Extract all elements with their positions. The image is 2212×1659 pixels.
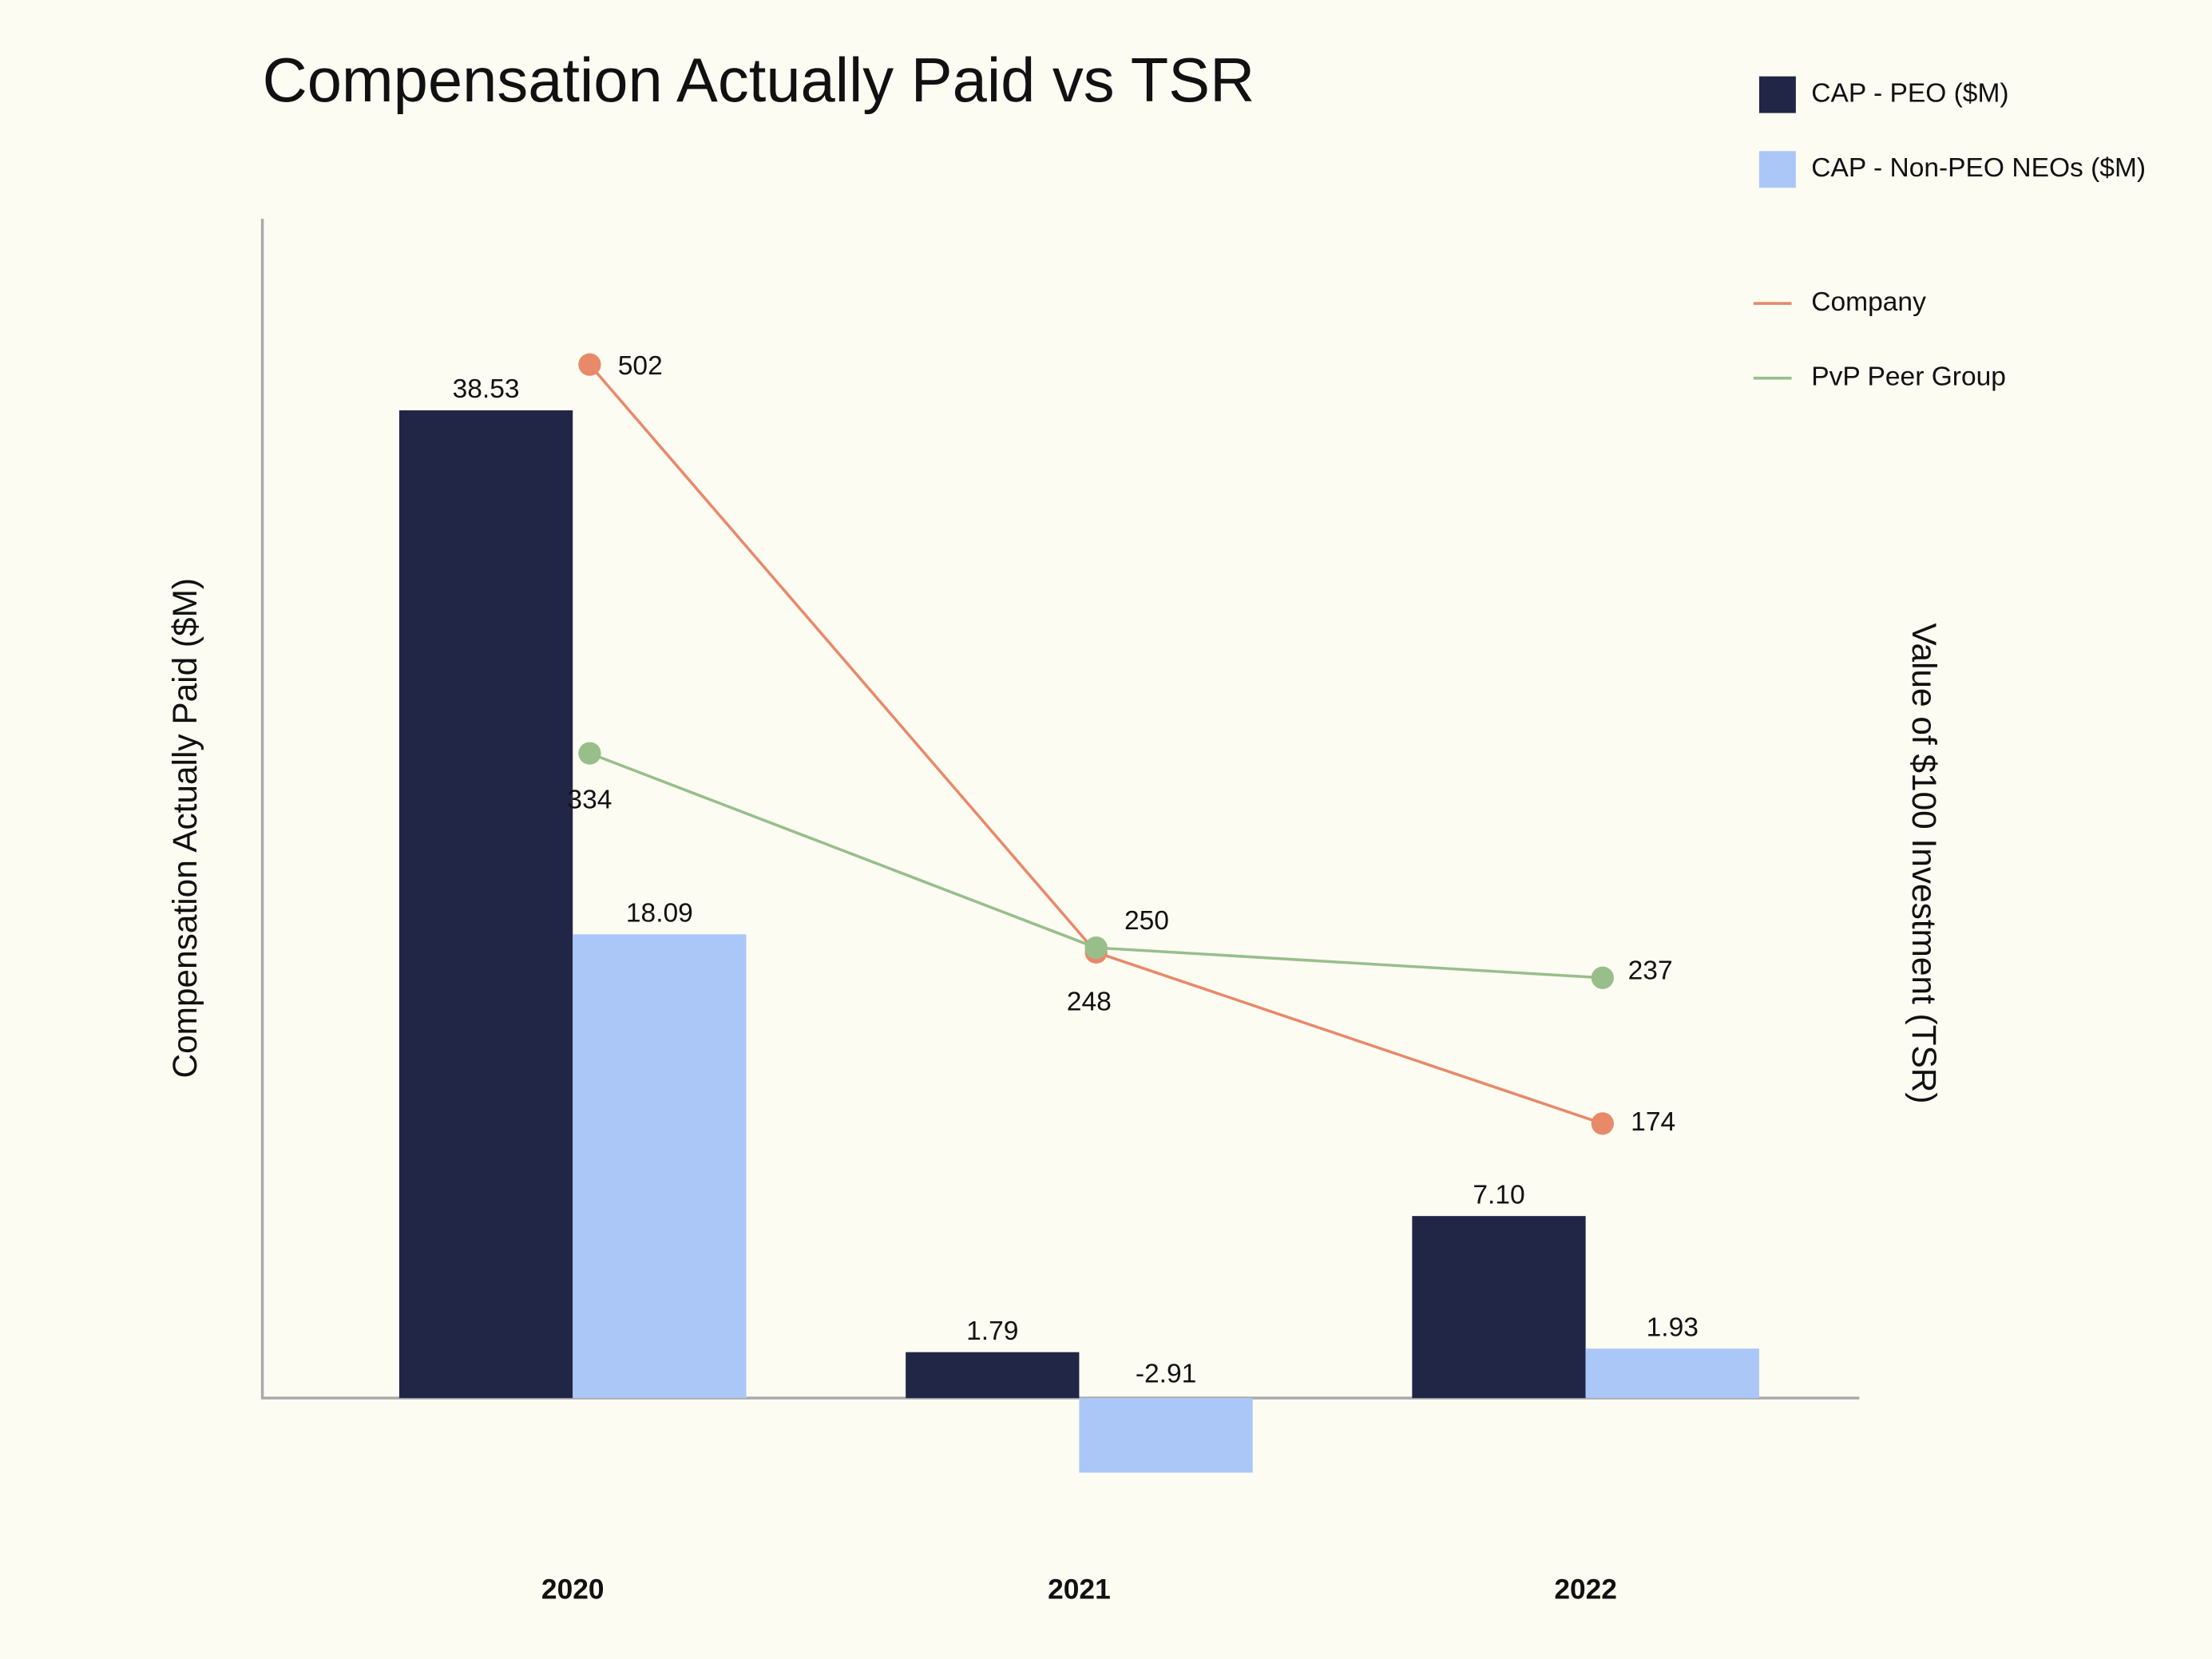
data-label: 18.09 <box>626 898 693 928</box>
legend-swatch <box>1758 76 1796 113</box>
x-tick-label: 2021 <box>1048 1574 1111 1605</box>
bar <box>906 1352 1080 1399</box>
line-point <box>1591 966 1614 989</box>
data-label: 250 <box>1124 906 1169 936</box>
data-label: 174 <box>1631 1107 1675 1137</box>
legend-label: CAP - Non-PEO NEOs ($M) <box>1811 153 2146 183</box>
line-point <box>1591 1112 1614 1135</box>
x-tick-label: 2022 <box>1554 1574 1617 1605</box>
y-axis-title: Compensation Actually Paid ($M) <box>166 578 204 1078</box>
bar <box>398 410 573 1399</box>
chart-title: Compensation Actually Paid vs TSR <box>263 46 1255 115</box>
line-point <box>578 353 601 376</box>
line-point <box>1084 936 1108 960</box>
data-label: 38.53 <box>453 374 520 404</box>
data-label: -2.91 <box>1136 1360 1196 1389</box>
bar <box>1412 1216 1586 1399</box>
legend-label: CAP - PEO ($M) <box>1811 78 2008 108</box>
y2-axis-title: Value of $100 Investment (TSR) <box>1905 623 1943 1103</box>
data-label: 7.10 <box>1473 1180 1524 1210</box>
data-label: 502 <box>618 351 663 381</box>
legend-label: PvP Peer Group <box>1811 362 2006 392</box>
data-label: 237 <box>1628 956 1673 986</box>
legend-label: Company <box>1811 287 1926 317</box>
line-point <box>578 742 601 765</box>
data-label: 334 <box>567 786 612 815</box>
bar <box>573 934 747 1399</box>
data-label: 1.93 <box>1647 1313 1699 1342</box>
x-tick-label: 2020 <box>541 1574 605 1605</box>
data-label: 248 <box>1067 987 1112 1016</box>
bar <box>1585 1348 1759 1399</box>
legend-swatch <box>1758 151 1796 188</box>
bar <box>1079 1398 1253 1473</box>
data-label: 1.79 <box>966 1317 1018 1346</box>
